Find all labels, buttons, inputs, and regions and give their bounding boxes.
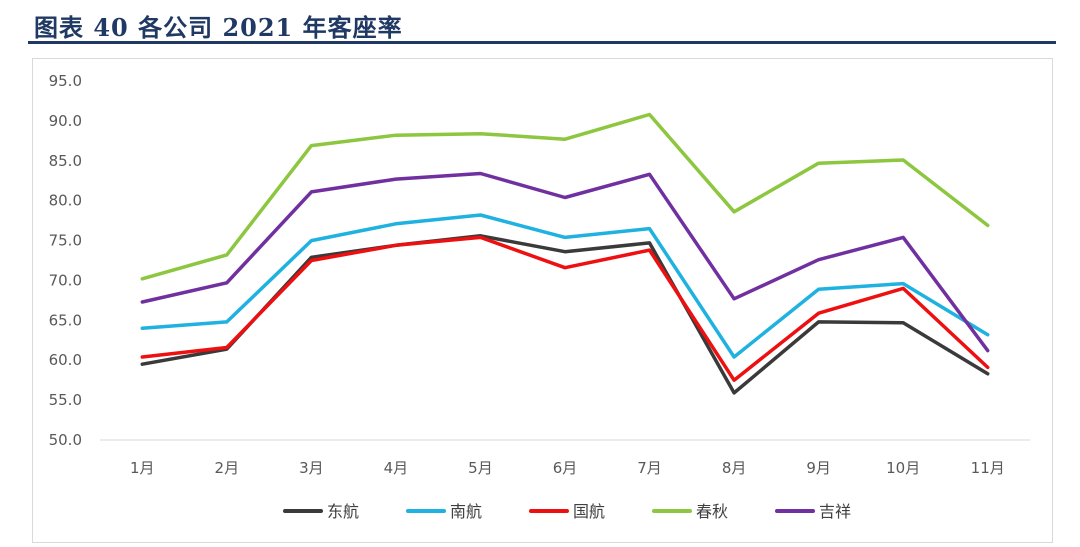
series-line-0	[140, 234, 990, 395]
y-tick-label: 90.0	[49, 112, 82, 130]
title-bar: 图表 40 各公司 2021 年客座率	[28, 4, 1056, 44]
y-tick-label: 55.0	[49, 391, 82, 409]
x-tick-label: 8月	[722, 459, 747, 477]
legend-label: 东航	[327, 502, 359, 521]
series-line-2	[140, 235, 990, 382]
x-tick-label: 6月	[553, 459, 578, 477]
legend-label: 吉祥	[819, 502, 851, 521]
y-tick-label: 50.0	[49, 431, 82, 449]
legend-label: 春秋	[696, 502, 728, 521]
y-tick-label: 85.0	[49, 152, 82, 170]
series-line-3	[140, 112, 990, 281]
chart-frame	[32, 58, 1053, 543]
title-underline	[28, 41, 1056, 44]
y-tick-label: 70.0	[49, 271, 82, 289]
chart-title: 图表 40 各公司 2021 年客座率	[34, 13, 403, 42]
x-tick-label: 4月	[384, 459, 409, 477]
y-tick-label: 60.0	[49, 351, 82, 369]
y-tick-label: 80.0	[49, 192, 82, 210]
series-line-1	[140, 213, 990, 359]
legend-label: 国航	[573, 502, 605, 521]
legend-label: 南航	[450, 502, 482, 521]
y-tick-label: 95.0	[49, 72, 82, 90]
x-tick-label: 9月	[806, 459, 831, 477]
y-tick-label: 75.0	[49, 232, 82, 250]
x-tick-label: 11月	[971, 459, 1005, 477]
y-tick-label: 65.0	[49, 311, 82, 329]
x-tick-label: 10月	[886, 459, 920, 477]
x-tick-label: 3月	[299, 459, 324, 477]
x-tick-label: 2月	[215, 459, 240, 477]
x-tick-label: 5月	[468, 459, 493, 477]
x-tick-label: 1月	[130, 459, 155, 477]
x-tick-label: 7月	[637, 459, 662, 477]
series-line-4	[140, 171, 990, 353]
